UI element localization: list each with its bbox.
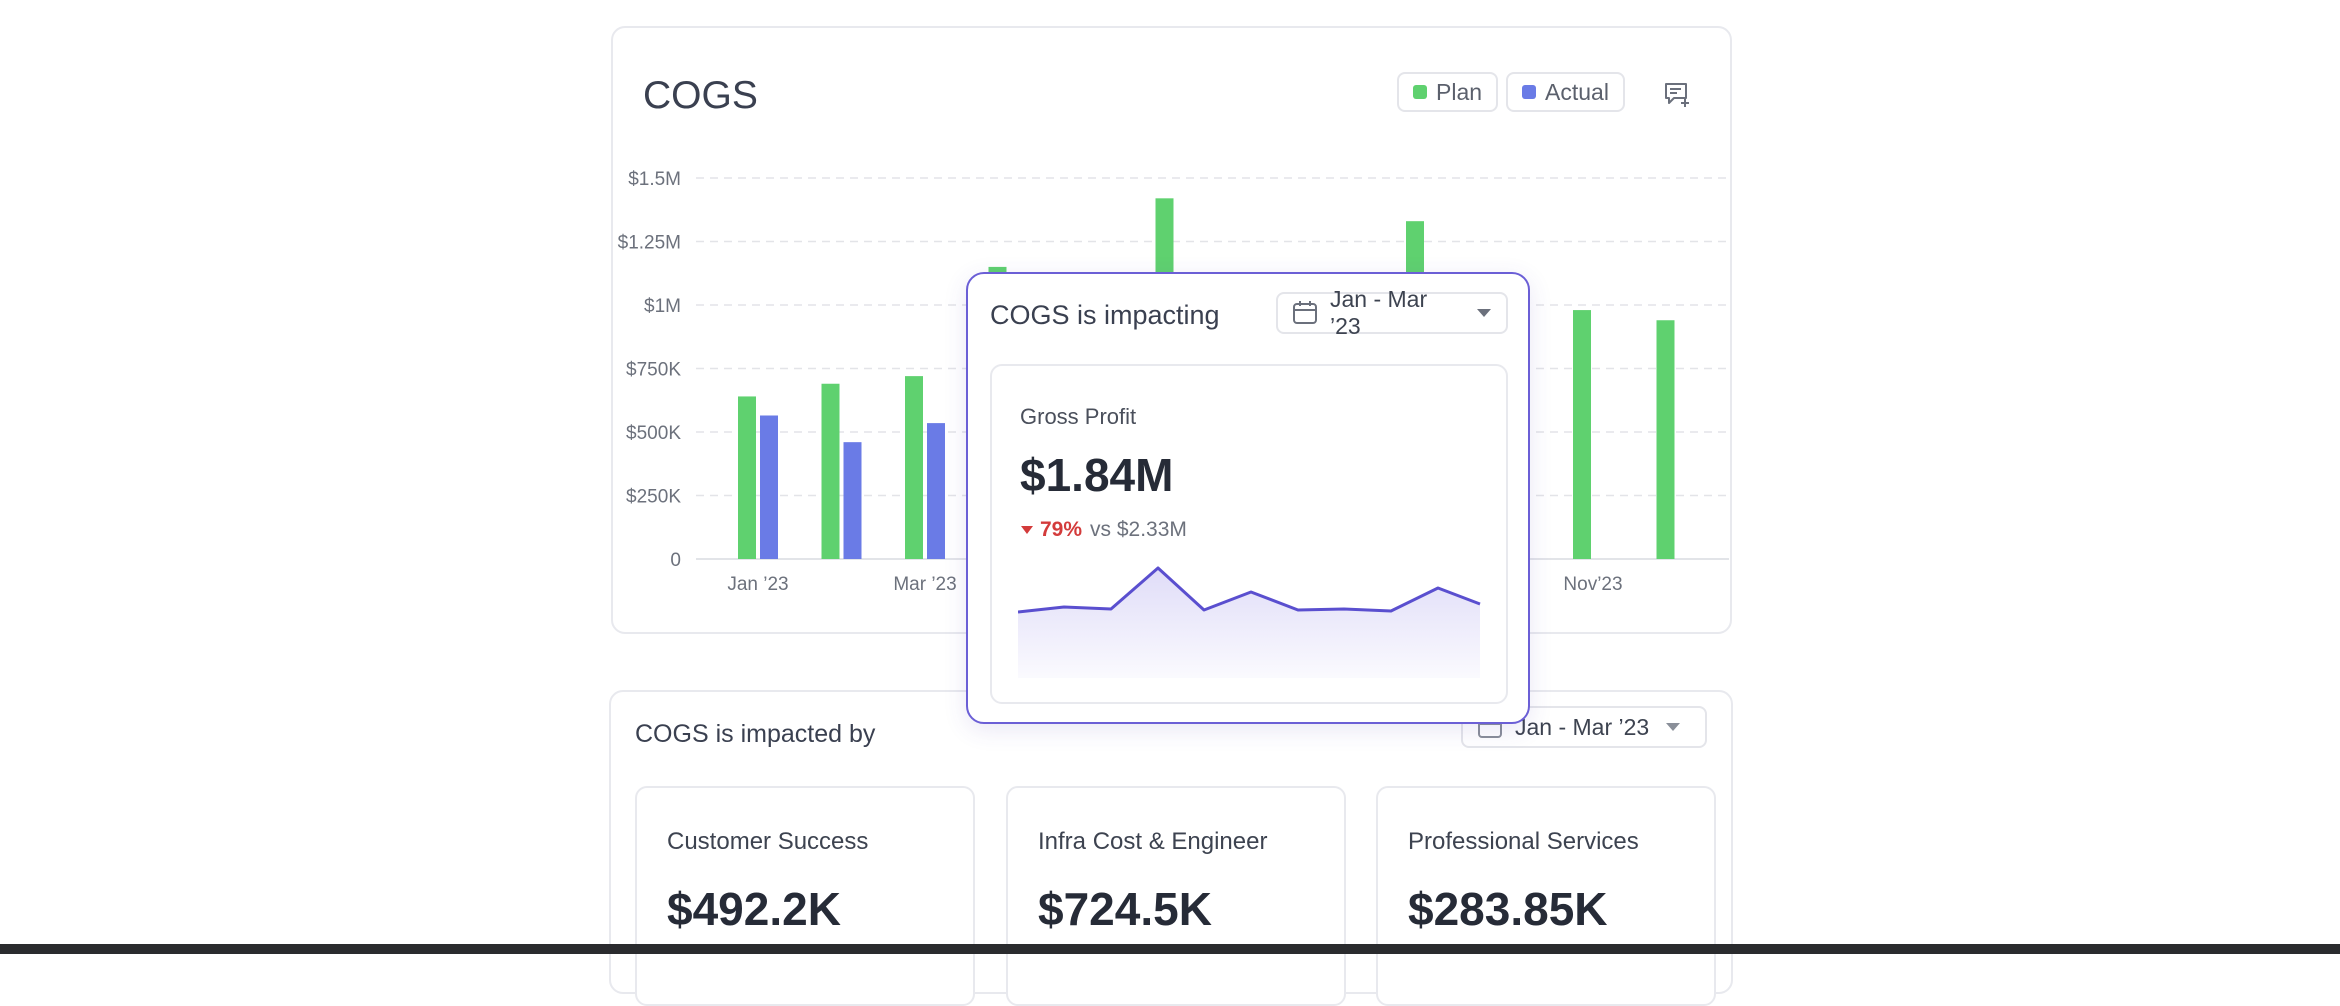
chevron-down-icon	[1665, 722, 1681, 732]
y-tick-label: $750K	[626, 360, 681, 381]
delta-comparison: vs $2.33M	[1090, 518, 1187, 541]
gross-profit-label: Gross Profit	[1020, 404, 1137, 429]
impact-card-value: $724.5K	[1038, 883, 1212, 935]
impact-card-professional-services[interactable]: Professional Services $283.85K	[1376, 786, 1716, 1006]
legend-actual[interactable]: Actual	[1506, 72, 1625, 112]
impact-card-value: $492.2K	[667, 883, 841, 935]
y-tick-label: $1.25M	[618, 233, 681, 254]
legend-plan-swatch	[1413, 85, 1427, 99]
bar-plan-1[interactable]	[821, 383, 840, 559]
chevron-down-icon	[1476, 308, 1492, 318]
impact-card-value: $283.85K	[1408, 883, 1608, 935]
impact-card-customer-success[interactable]: Customer Success $492.2K	[635, 786, 975, 1006]
y-tick-label: $1.5M	[628, 169, 681, 190]
gross-profit-sparkline	[1018, 566, 1481, 678]
popover-date-select[interactable]: Jan - Mar ’23	[1276, 286, 1508, 339]
impact-card-label: Professional Services	[1408, 828, 1639, 855]
impact-card-label: Infra Cost & Engineer	[1038, 828, 1268, 855]
bottom-bar	[0, 944, 2340, 954]
popover-title: COGS is impacting	[990, 300, 1220, 330]
bar-plan-0[interactable]	[738, 396, 756, 559]
cogs-impacting-popover: COGS is impacting Jan - Mar ’23 Gross Pr…	[966, 272, 1530, 724]
impact-card-label: Customer Success	[667, 828, 869, 855]
delta-percent: 79%	[1040, 518, 1083, 541]
bar-plan-11[interactable]	[1656, 320, 1675, 559]
legend-plan[interactable]: Plan	[1397, 72, 1499, 112]
gross-profit-card[interactable]: Gross Profit $1.84M 79% vs $2.33M	[990, 364, 1508, 704]
add-comment-button[interactable]	[1657, 74, 1697, 114]
x-tick-label: Mar ’23	[893, 574, 956, 595]
legend-actual-label: Actual	[1545, 78, 1609, 105]
legend-plan-label: Plan	[1436, 78, 1483, 105]
impacted-by-title: COGS is impacted by	[635, 720, 876, 748]
gross-profit-delta: 79% vs $2.33M	[1020, 518, 1187, 542]
legend-actual-swatch	[1522, 85, 1536, 99]
popover-date-label: Jan - Mar ’23	[1330, 286, 1428, 339]
chart-title: COGS	[643, 74, 758, 117]
bar-actual-1[interactable]	[843, 442, 862, 559]
bar-actual-0[interactable]	[760, 415, 778, 559]
y-tick-label: $250K	[626, 487, 681, 508]
triangle-down-icon	[1021, 526, 1033, 534]
impacted-by-date-label: Jan - Mar ’23	[1515, 713, 1650, 740]
x-tick-label: Jan ’23	[727, 574, 788, 595]
x-tick-label: Nov’23	[1563, 574, 1622, 595]
y-tick-label: $500K	[626, 423, 681, 444]
bar-actual-2[interactable]	[927, 423, 945, 559]
calendar-icon	[1292, 300, 1318, 326]
y-tick-label: $1M	[644, 296, 681, 317]
bar-plan-10[interactable]	[1573, 310, 1591, 559]
impact-card-infra-cost[interactable]: Infra Cost & Engineer $724.5K	[1006, 786, 1346, 1006]
comment-add-icon	[1665, 83, 1689, 107]
sparkline-area	[1018, 568, 1480, 678]
sparkline-line	[1018, 566, 1481, 614]
bar-plan-2[interactable]	[905, 376, 923, 559]
y-tick-label: 0	[670, 550, 681, 571]
gross-profit-value: $1.84M	[1020, 449, 1174, 501]
